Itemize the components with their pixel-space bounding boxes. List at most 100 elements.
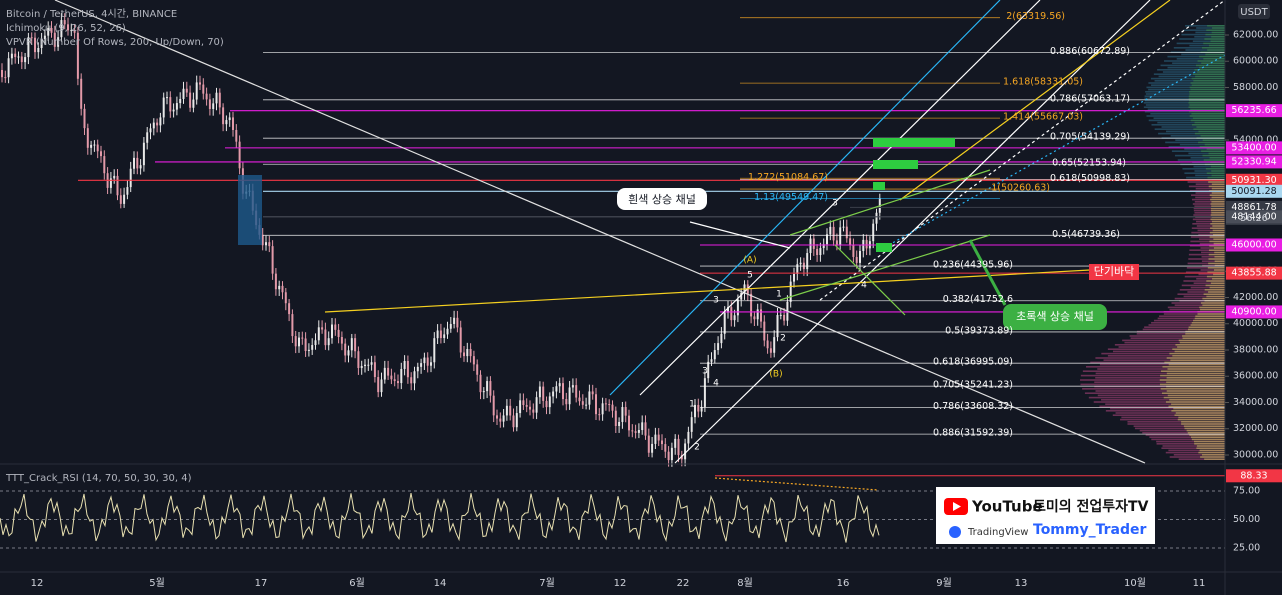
candle-body bbox=[288, 303, 291, 315]
volume-profile-bar bbox=[1146, 86, 1225, 89]
volume-profile-bar bbox=[1198, 273, 1225, 276]
volume-profile-bar bbox=[1143, 102, 1225, 104]
volume-profile-bar bbox=[1213, 242, 1225, 245]
volume-profile-bar bbox=[1195, 183, 1225, 185]
volume-profile-bar bbox=[1179, 289, 1225, 291]
volume-profile-bar bbox=[1090, 361, 1225, 364]
volume-profile-bar bbox=[1165, 401, 1225, 403]
volume-profile-bar bbox=[1145, 93, 1225, 95]
volume-profile-bar bbox=[1174, 350, 1225, 353]
volume-profile-bar bbox=[1174, 297, 1225, 300]
price-tick-label: 40000.00 bbox=[1233, 318, 1278, 329]
volume-profile-bar bbox=[1214, 260, 1225, 262]
zone-box bbox=[873, 160, 918, 169]
price-tag-label: 40900.00 bbox=[1231, 306, 1276, 317]
volume-profile-bar bbox=[1205, 284, 1225, 287]
candle-body bbox=[301, 337, 304, 339]
candle-body bbox=[469, 348, 472, 357]
candle-body bbox=[156, 122, 159, 126]
volume-profile-bar bbox=[1190, 119, 1225, 122]
symbol-info: Bitcoin / TetherUS, 4시간, BINANCE bbox=[6, 8, 177, 20]
candle-body bbox=[674, 438, 677, 448]
volume-profile-bar bbox=[1129, 335, 1225, 337]
volume-profile-bar bbox=[1149, 436, 1225, 438]
volume-profile-bar bbox=[1204, 38, 1225, 40]
time-tick-label: 16 bbox=[837, 578, 850, 589]
candle-body bbox=[558, 383, 561, 387]
candle-body bbox=[522, 400, 525, 406]
volume-profile-bar bbox=[1201, 256, 1225, 258]
volume-profile-bar bbox=[1101, 352, 1225, 355]
price-tag-label: 52330.94 bbox=[1231, 156, 1276, 167]
candle-body bbox=[439, 330, 442, 339]
volume-profile-bar bbox=[1195, 187, 1225, 190]
wave-label: 4 bbox=[713, 379, 719, 389]
volume-profile-bar bbox=[1154, 80, 1225, 82]
volume-profile-bar bbox=[1206, 275, 1225, 278]
candle-body bbox=[103, 156, 106, 174]
volume-profile-bar bbox=[1206, 172, 1225, 174]
candle-body bbox=[588, 391, 591, 405]
candle-body bbox=[373, 362, 376, 378]
volume-profile-bar bbox=[1167, 394, 1225, 397]
volume-profile-bar bbox=[1151, 322, 1225, 324]
candle-body bbox=[809, 238, 812, 254]
volume-profile-bar bbox=[1190, 236, 1225, 238]
currency-badge[interactable] bbox=[1238, 4, 1270, 19]
volume-profile-bar bbox=[1200, 247, 1225, 249]
volume-profile-bar bbox=[1199, 238, 1225, 240]
volume-profile-bar bbox=[1209, 157, 1225, 159]
volume-profile-bar bbox=[1183, 425, 1225, 427]
volume-profile-bar bbox=[1181, 284, 1225, 287]
fib-label: 0.382(41752.6 bbox=[943, 294, 1013, 305]
volume-profile-bar bbox=[1211, 174, 1225, 177]
volume-profile-bar bbox=[1169, 308, 1225, 311]
volume-profile-bar bbox=[1184, 148, 1225, 150]
candle-body bbox=[390, 375, 393, 380]
candle-body bbox=[96, 144, 99, 152]
volume-profile-bar bbox=[1189, 434, 1225, 436]
volume-profile-bar bbox=[1183, 29, 1225, 31]
volume-profile-bar bbox=[1188, 185, 1225, 188]
volume-profile-bar bbox=[1198, 451, 1225, 454]
currency[interactable]: USDT bbox=[1240, 7, 1268, 18]
volume-profile-bar bbox=[1200, 269, 1225, 271]
wave-label: 3 bbox=[713, 296, 719, 306]
volume-profile-bar bbox=[1159, 379, 1225, 381]
volume-profile-bar bbox=[1207, 176, 1225, 179]
time-tick-label: 11 bbox=[1193, 578, 1206, 589]
volume-profile-bar bbox=[1166, 377, 1225, 379]
volume-profile-bar bbox=[1169, 456, 1225, 458]
candle-body bbox=[199, 82, 201, 85]
fib-label: 1.272(51084.67) bbox=[748, 172, 828, 183]
candle-body bbox=[426, 357, 429, 366]
candle-body bbox=[664, 444, 667, 452]
volume-profile-bar bbox=[1171, 410, 1225, 412]
volume-profile-bar bbox=[1184, 427, 1225, 430]
volume-profile-bar bbox=[1145, 91, 1225, 93]
volume-profile-bar bbox=[1191, 194, 1225, 196]
candle-body bbox=[380, 379, 383, 393]
volume-profile-bar bbox=[1186, 429, 1225, 432]
callout-box bbox=[1089, 264, 1139, 280]
volume-profile-bar bbox=[1207, 25, 1225, 27]
volume-profile-bar bbox=[1194, 317, 1225, 320]
candle-body bbox=[535, 397, 538, 413]
candle-body bbox=[443, 334, 446, 339]
indicator-label: Ichimoku (9, 26, 52, 26) bbox=[6, 23, 126, 34]
candle-body bbox=[47, 27, 50, 36]
volume-profile-bar bbox=[1147, 108, 1225, 111]
fib-label: 1.618(58331.05) bbox=[1003, 77, 1083, 88]
candle-body bbox=[532, 409, 535, 413]
volume-profile-bar bbox=[1088, 396, 1225, 399]
volume-profile-bar bbox=[1190, 286, 1225, 289]
candle-body bbox=[43, 35, 46, 39]
candle-body bbox=[383, 367, 386, 380]
channel-name: 토미의 전업투자TV bbox=[1033, 498, 1149, 515]
fib-label: 0.886(60672.89) bbox=[1050, 46, 1130, 57]
candle-body bbox=[621, 407, 624, 422]
volume-profile-bar bbox=[1214, 251, 1225, 254]
volume-profile-bar bbox=[1168, 449, 1225, 452]
volume-profile-bar bbox=[1193, 207, 1225, 210]
candle-body bbox=[502, 415, 505, 422]
